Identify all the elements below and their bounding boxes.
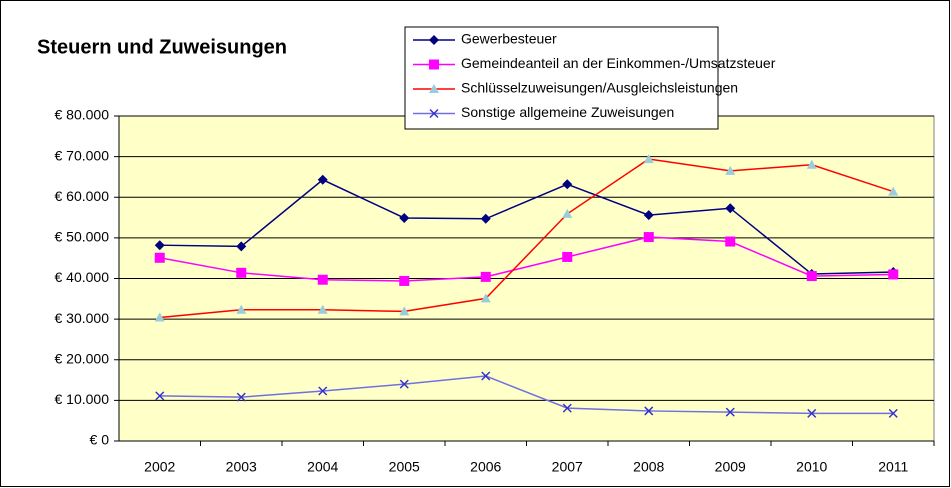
marker — [399, 306, 410, 316]
y-tick-label: € 60.000 — [55, 188, 110, 204]
marker — [236, 392, 246, 402]
marker — [429, 108, 439, 119]
marker — [480, 271, 491, 282]
marker — [399, 379, 409, 389]
x-tick-label: 2010 — [796, 459, 827, 475]
marker — [399, 275, 410, 286]
y-tick-label: € 40.000 — [55, 269, 110, 285]
marker — [154, 252, 165, 263]
x-tick-label: 2002 — [144, 459, 175, 475]
marker — [725, 165, 736, 175]
marker — [480, 213, 491, 224]
x-tick-label: 2003 — [226, 459, 257, 475]
marker — [429, 35, 439, 45]
marker — [807, 408, 817, 418]
x-tick-label: 2007 — [552, 459, 583, 475]
marker — [562, 208, 573, 218]
marker — [562, 179, 573, 190]
marker — [643, 232, 654, 243]
legend-label: Sonstige allgemeine Zuweisungen — [461, 104, 674, 120]
marker — [154, 240, 165, 251]
marker — [725, 236, 736, 247]
y-tick-label: € 30.000 — [55, 310, 110, 326]
marker — [317, 174, 328, 185]
marker — [644, 406, 654, 416]
marker — [643, 210, 654, 221]
y-tick-label: € 0 — [90, 432, 110, 448]
marker — [643, 154, 654, 164]
marker — [806, 271, 817, 282]
marker — [429, 84, 439, 93]
y-tick-label: € 20.000 — [55, 350, 110, 366]
marker — [725, 203, 736, 214]
marker — [562, 251, 573, 262]
x-tick-label: 2008 — [633, 459, 664, 475]
legend-box — [404, 26, 719, 130]
marker — [725, 407, 735, 417]
marker — [236, 241, 247, 252]
x-tick-label: 2011 — [878, 459, 908, 475]
marker — [562, 403, 572, 413]
series-line — [159, 375, 894, 415]
y-tick-label: € 50.000 — [55, 229, 110, 245]
marker — [317, 304, 328, 314]
marker — [480, 293, 491, 303]
marker — [317, 274, 328, 285]
chart-title: Steuern und Zuweisungen — [37, 36, 287, 58]
y-tick-label: € 70.000 — [55, 147, 110, 163]
marker — [318, 386, 328, 396]
legend-label: Gewerbesteuer — [461, 31, 557, 47]
marker — [236, 267, 247, 278]
marker — [888, 408, 898, 418]
marker — [399, 212, 410, 223]
x-tick-label: 2005 — [389, 459, 420, 475]
marker — [429, 59, 439, 70]
legend-label: Gemeindeanteil an der Einkommen-/Umsatzs… — [461, 55, 776, 71]
marker — [806, 159, 817, 169]
x-tick-label: 2006 — [470, 459, 501, 475]
marker — [888, 186, 899, 196]
marker — [236, 304, 247, 314]
x-tick-label: 2004 — [307, 459, 338, 475]
marker — [481, 371, 491, 381]
series-line — [159, 236, 894, 282]
x-tick-label: 2009 — [715, 459, 746, 475]
legend-label: Schlüsselzuweisungen/Ausgleichsleistunge… — [461, 80, 738, 96]
marker — [154, 312, 165, 322]
marker — [155, 391, 165, 401]
series-line — [159, 158, 894, 319]
series-line — [159, 178, 894, 275]
y-tick-label: € 80.000 — [55, 107, 110, 123]
y-tick-label: € 10.000 — [55, 391, 110, 407]
marker — [888, 269, 899, 280]
